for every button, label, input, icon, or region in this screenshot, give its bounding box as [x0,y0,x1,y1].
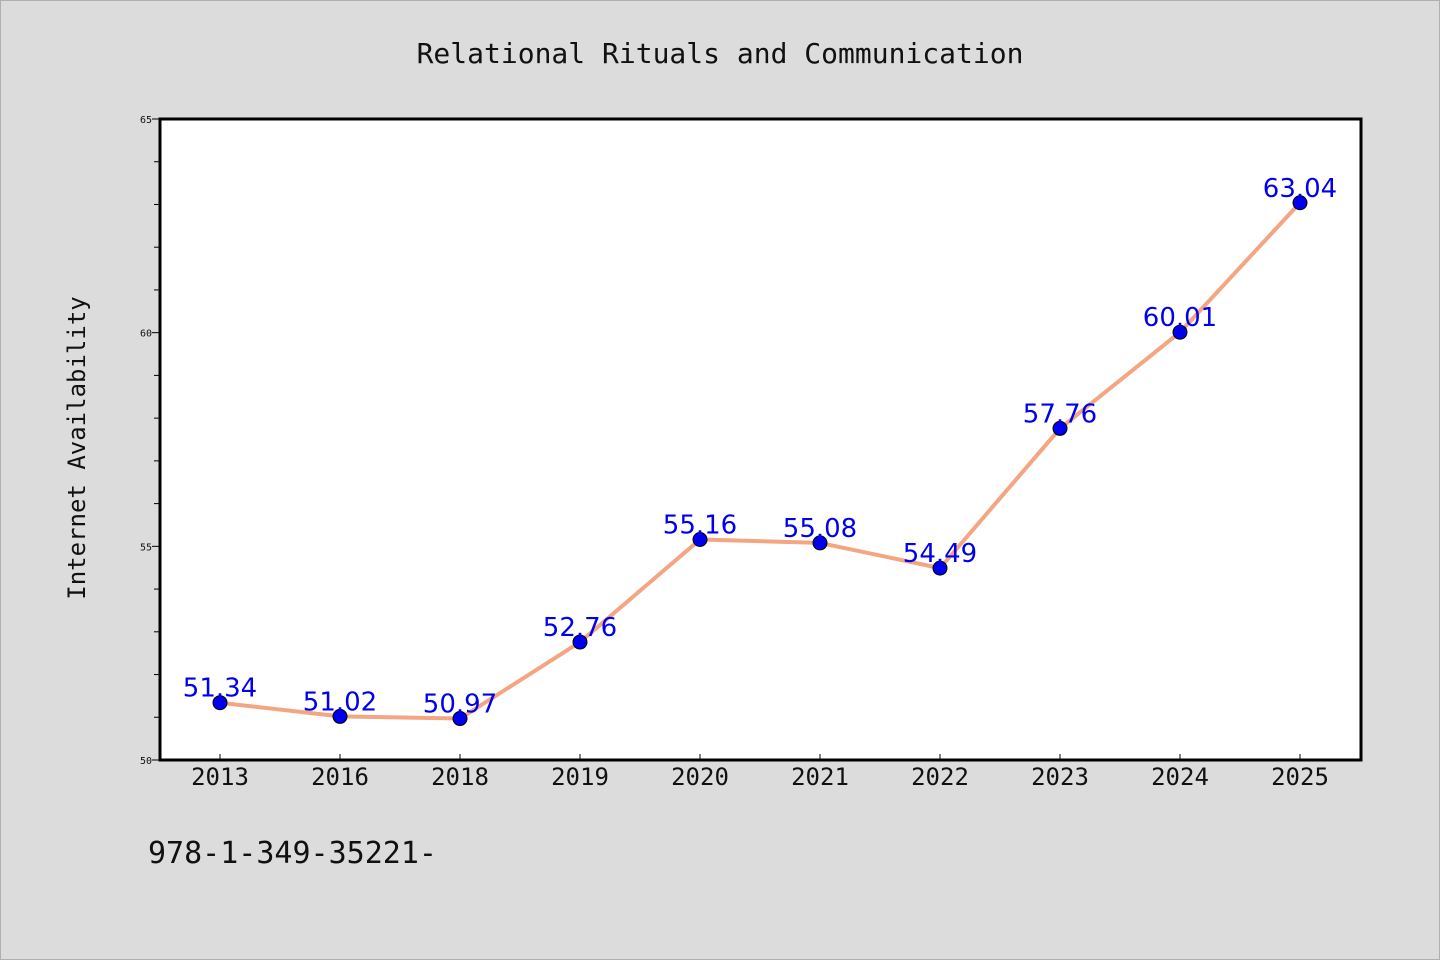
x-tick-label: 2021 [791,763,849,791]
data-point [332,708,348,724]
y-tick-label: 65 [140,115,152,126]
plot-area [158,117,1363,762]
data-point [812,535,828,551]
data-label: 57.76 [1023,399,1097,429]
marker-group [212,195,1308,727]
series-line [218,200,1302,721]
x-tick-label: 2024 [1151,763,1209,791]
x-tick-label: 2019 [551,763,609,791]
x-tick-label: 2018 [431,763,489,791]
data-label: 55.08 [783,514,857,544]
y-tick-label: 60 [140,329,152,340]
x-tick-label: 2016 [311,763,369,791]
series-line-group [218,200,1302,721]
data-label-group: 51.34 51.02 50.97 52.76 55.16 55.08 54.49 57.76… [183,174,1337,720]
data-point [1172,324,1188,340]
y-axis: 50 55 60 65 [140,115,160,767]
data-label: 60.01 [1143,303,1217,333]
data-point [932,560,948,576]
data-label: 52.76 [543,613,617,643]
x-tick-label: 2023 [1031,763,1089,791]
data-label: 51.02 [303,687,377,717]
x-tick-label: 2013 [191,763,249,791]
y-tick-label: 55 [140,542,152,553]
data-label: 54.49 [903,539,977,569]
data-point [212,695,228,711]
y-tick-label: 50 [140,756,152,767]
data-label: 50.97 [423,690,497,720]
x-axis: 2013 2016 2018 2019 2020 2021 2022 2023 2024 2025 [191,754,1329,791]
footer-code: 978-1-349-35221- [148,836,437,871]
data-point [452,711,468,727]
chart-title: Relational Rituals and Communication [417,37,1024,70]
data-point [1052,420,1068,436]
x-tick-label: 2020 [671,763,729,791]
y-axis-label: Internet Availability [63,296,91,599]
data-point [572,634,588,650]
x-tick-label: 2025 [1271,763,1329,791]
data-label: 51.34 [183,674,257,704]
x-tick-label: 2022 [911,763,969,791]
data-point [692,531,708,547]
data-label: 55.16 [663,510,737,540]
data-label: 63.04 [1263,174,1337,204]
data-point [1292,195,1308,211]
